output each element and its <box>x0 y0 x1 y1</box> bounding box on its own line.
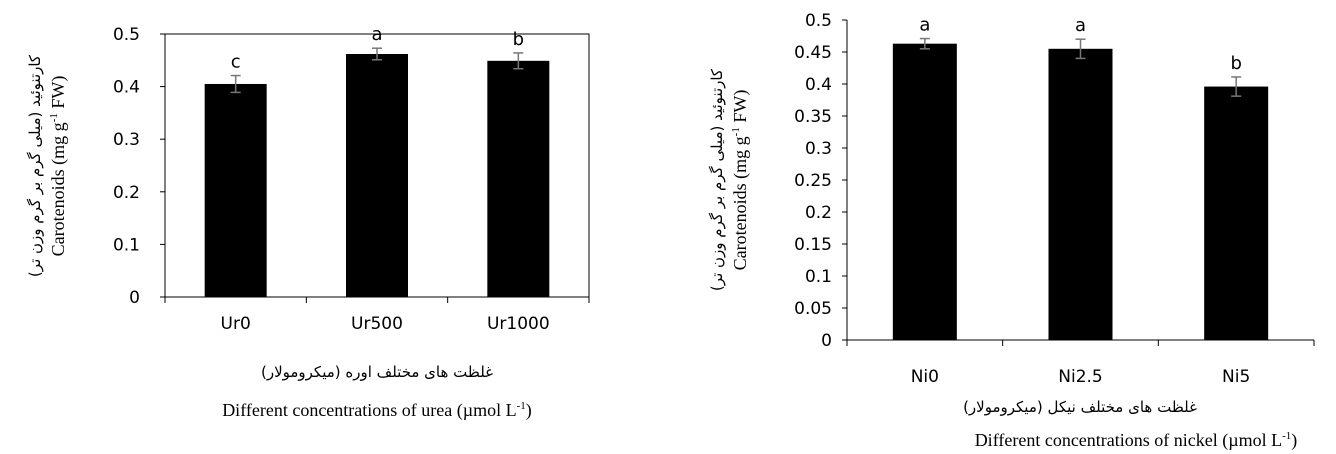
x-axis-title-english: Different concentrations of nickel (µmol… <box>975 430 1298 451</box>
bar-ni5 <box>1204 86 1269 340</box>
error-bar <box>513 52 524 70</box>
significance-letter: a <box>1075 15 1086 36</box>
x-axis-title-persian: غلظت های مختلف نیکل (میکرومولار) <box>963 398 1197 416</box>
bar-ur0 <box>204 83 267 297</box>
significance-letter: b <box>513 29 524 50</box>
y-tick-label: 0.3 <box>113 130 140 150</box>
x-category-label: Ur0 <box>221 314 251 334</box>
y-tick-label: 0.2 <box>113 183 140 203</box>
y-axis-title-english: Carotenoids (mg g-1 FW) <box>730 90 751 271</box>
bar-ni0 <box>892 43 957 341</box>
x-category-label: Ur500 <box>351 314 403 334</box>
y-tick-label: 0.4 <box>805 75 832 95</box>
significance-letter: b <box>1230 53 1241 74</box>
y-tick-group: 0 0.1 0.2 0.3 0.4 0.5 <box>113 25 165 308</box>
significance-letter: c <box>231 52 241 73</box>
y-tick-label: 0.15 <box>794 235 832 255</box>
y-tick-label: 0.05 <box>794 299 832 319</box>
y-tick-label: 0.5 <box>805 11 832 31</box>
y-tick-label: 0 <box>129 288 140 308</box>
x-axis-title-english: Different concentrations of urea (µmol L… <box>222 400 532 421</box>
x-category-group: Ni0 Ni2.5 Ni5 <box>846 340 1315 387</box>
y-tick-group: 0 0.05 0.1 0.15 0.2 0.25 0.3 0.35 0.4 0.45 0.5 <box>794 11 847 351</box>
y-axis-title-english: Carotenoids (mg g-1 FW) <box>48 76 69 257</box>
x-category-label: Ur1000 <box>487 314 550 334</box>
error-bar <box>230 74 241 94</box>
y-tick-label: 0.1 <box>805 267 832 287</box>
bar-ur500 <box>346 53 408 297</box>
x-category-label: Ni2.5 <box>1058 367 1102 387</box>
significance-letter: a <box>371 24 382 45</box>
bar-group: a a b <box>892 15 1269 341</box>
y-tick-label: 0 <box>821 331 832 351</box>
y-tick-label: 0.1 <box>113 235 140 255</box>
x-category-group: Ur0 Ur500 Ur1000 <box>164 297 590 334</box>
error-bar <box>372 47 382 61</box>
bar-ur1000 <box>487 60 550 297</box>
error-bar <box>1231 76 1242 97</box>
y-tick-label: 0.5 <box>113 25 140 45</box>
x-axis-title-persian: غلظت های مختلف اوره (میکرومولار) <box>261 363 493 381</box>
significance-letter: a <box>919 15 930 36</box>
y-axis-title-persian: کارتنوئید (میلی گرم بر گرم وزن تر) <box>26 54 44 277</box>
bar-group: c a b <box>204 24 550 297</box>
error-bar <box>919 37 930 50</box>
error-bar <box>1075 38 1086 60</box>
y-tick-label: 0.45 <box>794 43 832 63</box>
y-axis-title-persian: کارتنوئید (میلی گرم بر گرم وزن تر) <box>708 68 726 291</box>
y-tick-label: 0.2 <box>805 203 832 223</box>
y-tick-label: 0.4 <box>113 78 140 98</box>
y-tick-label: 0.35 <box>794 107 832 127</box>
x-category-label: Ni5 <box>1222 367 1250 387</box>
chart-urea: 0 0.1 0.2 0.3 0.4 0.5 Ur0 Ur500 Ur1000 c a b کارت… <box>26 24 590 421</box>
y-tick-label: 0.25 <box>794 171 832 191</box>
y-tick-label: 0.3 <box>805 139 832 159</box>
bar-ni2-5 <box>1048 48 1113 341</box>
x-category-label: Ni0 <box>911 367 939 387</box>
chart-nickel: 0 0.05 0.1 0.15 0.2 0.25 0.3 0.35 0.4 0.45 0.5 Ni0… <box>708 11 1315 451</box>
